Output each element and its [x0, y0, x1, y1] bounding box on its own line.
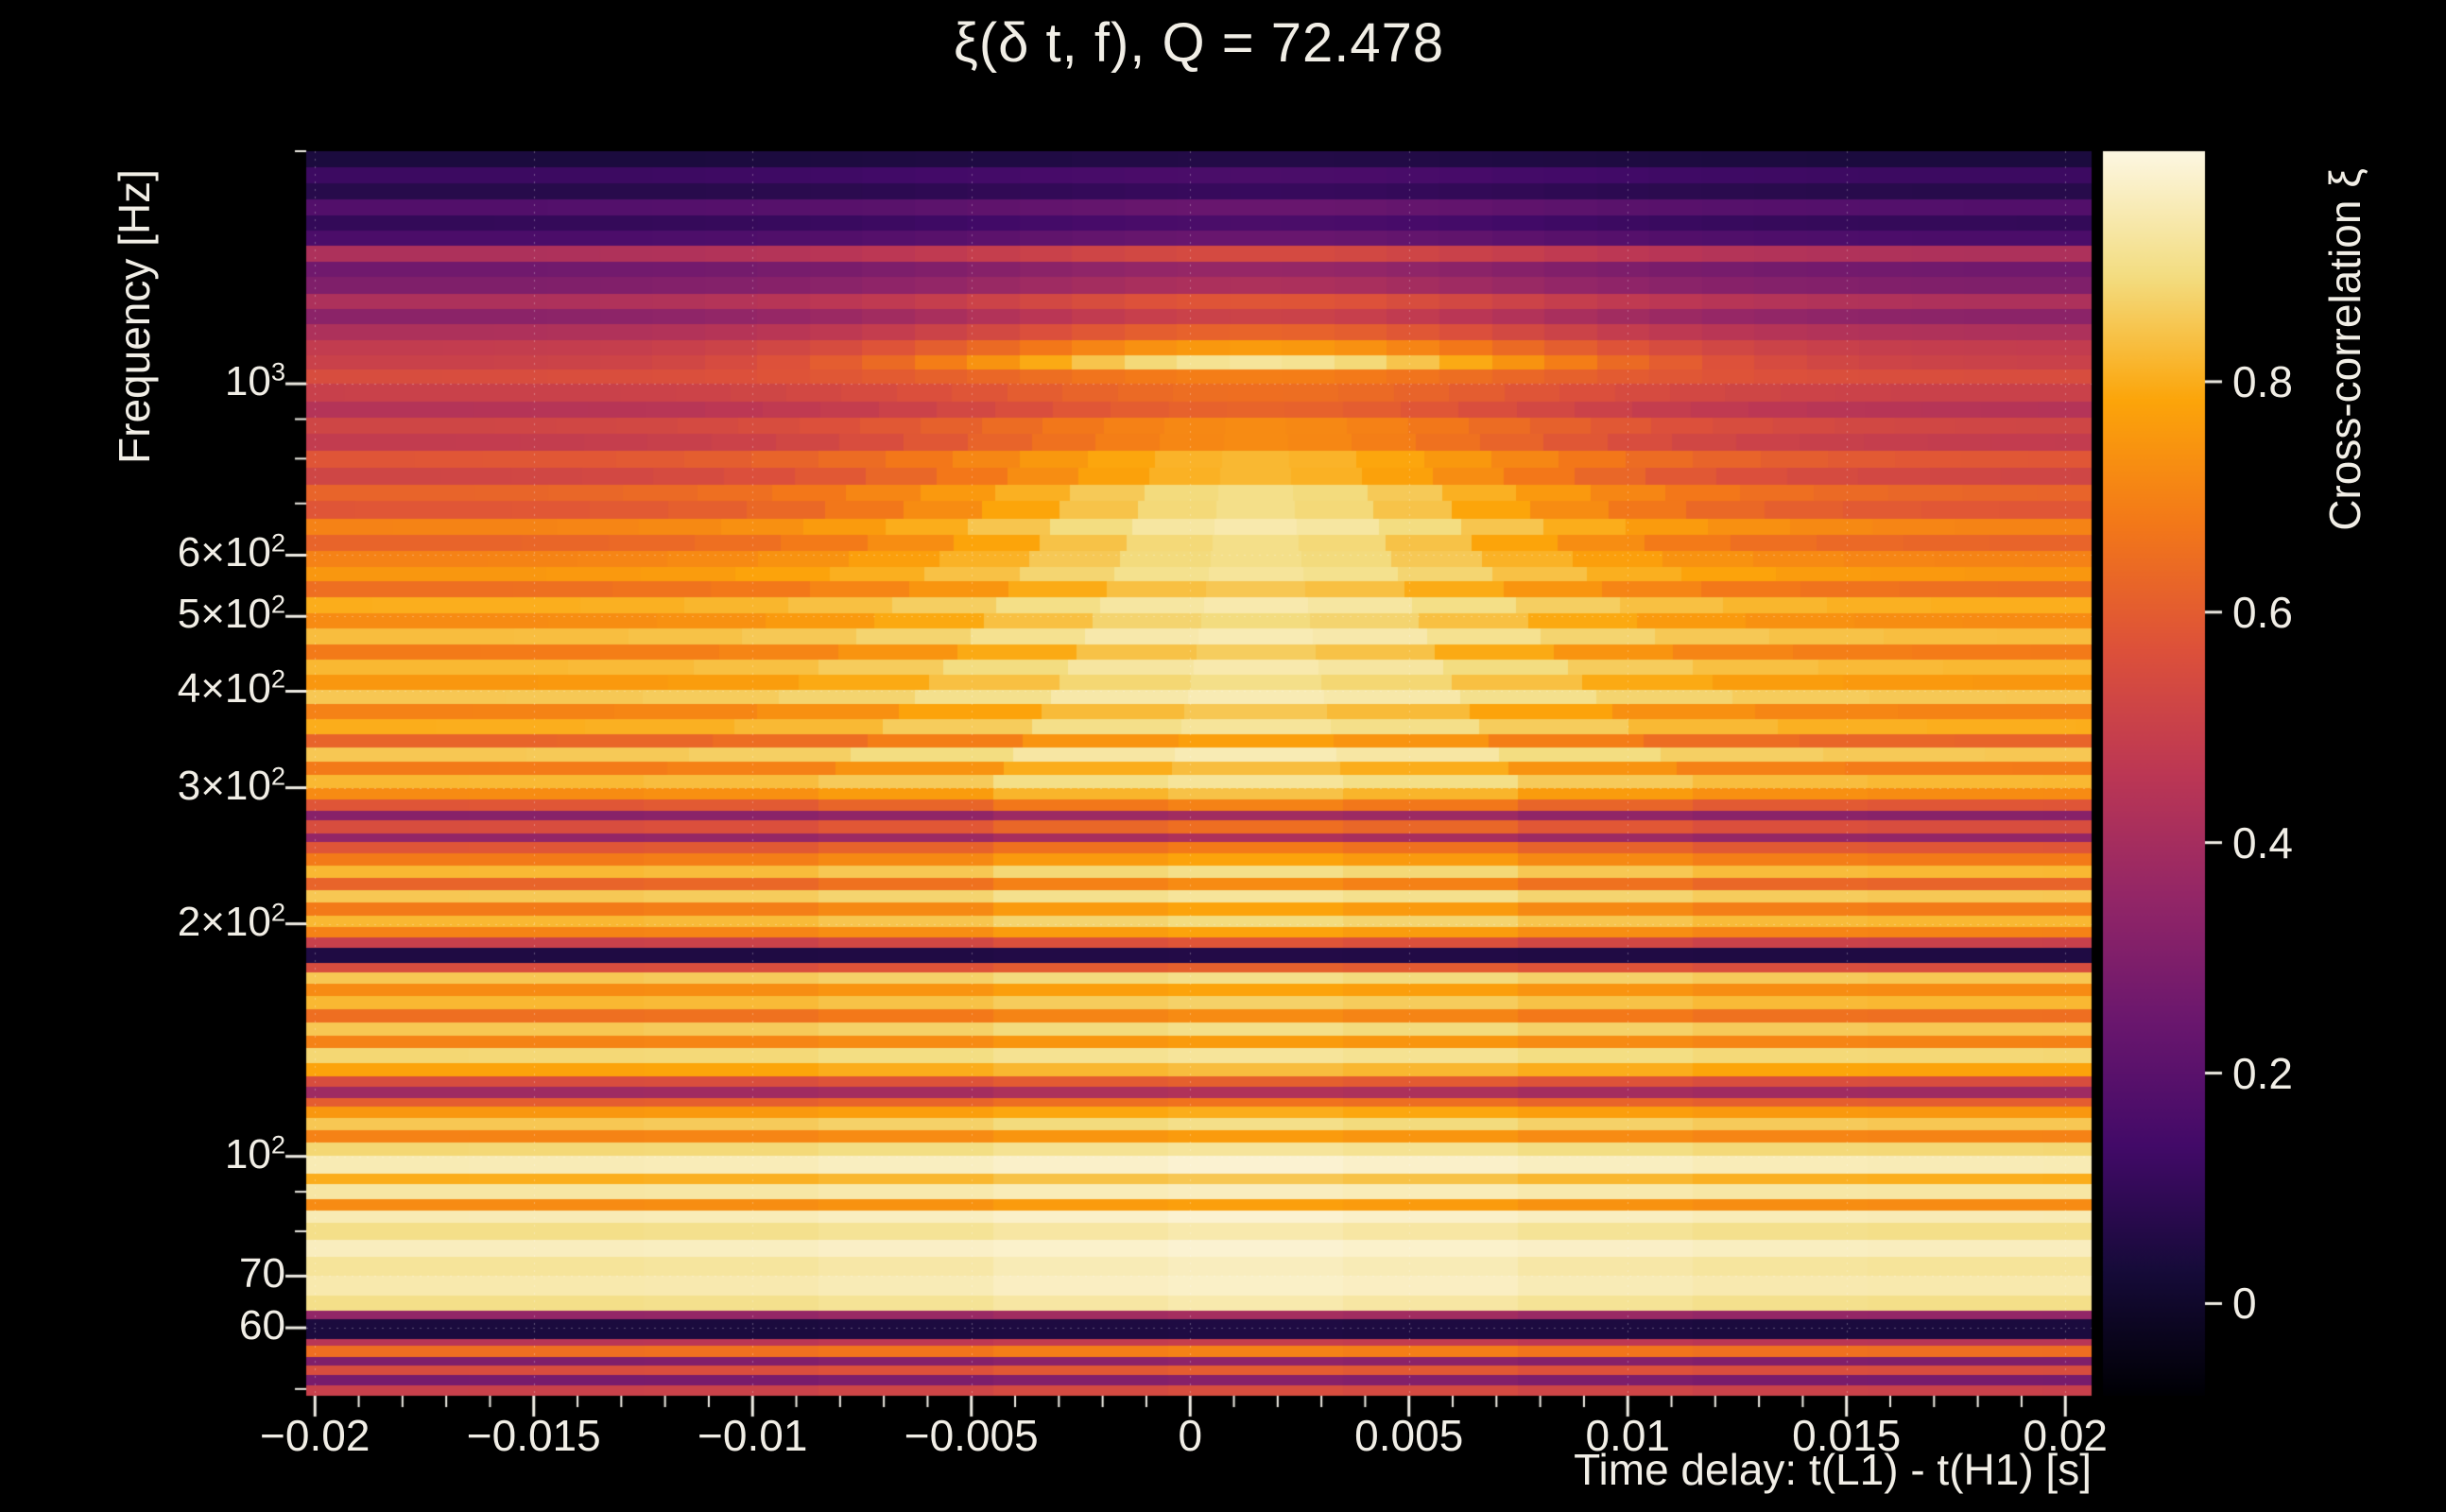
y-tick-label: 103	[224, 356, 285, 405]
y-tick-label: 5×102	[177, 589, 285, 638]
x-axis-label: Time delay: t(L1) - t(H1) [s]	[1574, 1445, 2092, 1494]
colorbar-tick-label: 0.4	[2232, 817, 2293, 868]
x-tick-label: 0	[1178, 1411, 1203, 1460]
y-axis-label: Frequency [Hz]	[110, 169, 159, 464]
x-tick-label: 0.02	[2023, 1411, 2108, 1460]
y-tick-label: 4×102	[177, 663, 285, 713]
colorbar-tick-label: 0	[2232, 1279, 2257, 1329]
x-tick-label: −0.02	[260, 1411, 370, 1460]
colorbar-tick-label: 0.6	[2232, 587, 2293, 637]
y-tick-label: 3×102	[177, 760, 285, 809]
y-tick-label: 60	[239, 1302, 285, 1349]
x-tick-label: 0.005	[1354, 1411, 1464, 1460]
colorbar-tick-label: 0.2	[2232, 1048, 2293, 1098]
x-tick-label: −0.01	[698, 1411, 808, 1460]
colorbar-tick-label: 0.8	[2232, 356, 2293, 406]
y-tick-label: 70	[239, 1250, 285, 1297]
colorbar-label: Cross-correlation ξ	[2320, 168, 2369, 531]
x-tick-label: 0.015	[1792, 1411, 1902, 1460]
y-tick-label: 2×102	[177, 896, 285, 945]
y-tick-label: 102	[224, 1129, 285, 1177]
x-tick-label: 0.01	[1585, 1411, 1670, 1460]
chart-title: ξ(δ t, f), Q = 72.478	[953, 12, 1445, 74]
x-tick-label: −0.015	[466, 1411, 601, 1460]
x-tick-label: −0.005	[904, 1411, 1039, 1460]
heatmap-plot-area	[306, 151, 2092, 1396]
y-tick-label: 6×102	[177, 527, 285, 576]
colorbar	[2103, 151, 2205, 1396]
